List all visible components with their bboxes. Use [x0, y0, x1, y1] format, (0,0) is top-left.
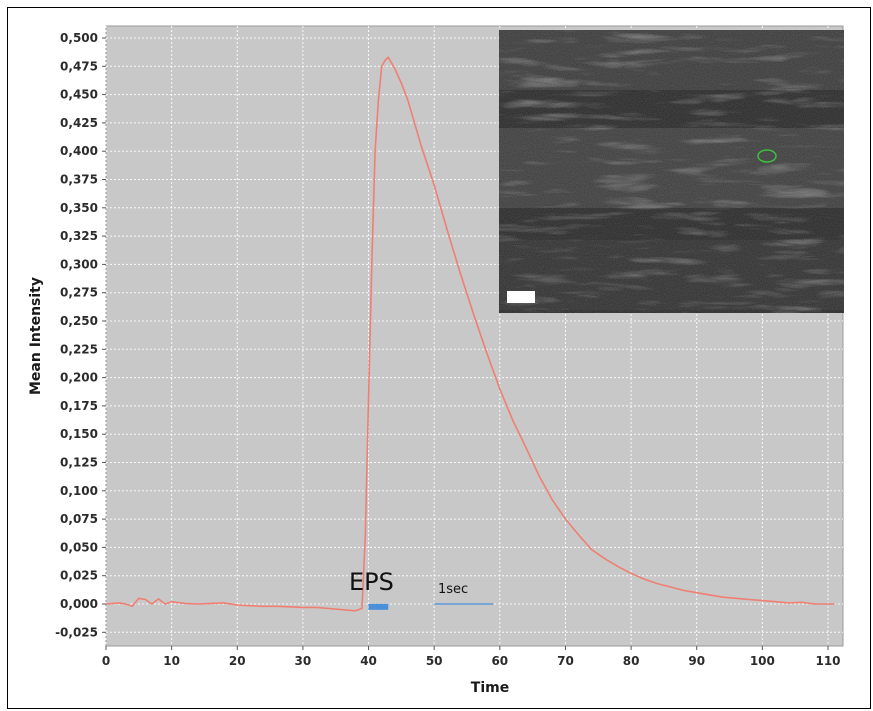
inset-microscopy-image — [499, 30, 844, 313]
inset-roi-marker — [757, 149, 777, 163]
y-tick-label: 0,025 — [60, 569, 98, 583]
x-tick-label: 10 — [163, 654, 180, 668]
axes: -0,025 0,000 0,025 0,050 0,075 0,100 0,125 0,15… — [55, 31, 840, 668]
y-tick-label: 0,300 — [60, 257, 98, 271]
eps-stimulus-bar — [368, 603, 389, 610]
y-tick-label: 0,425 — [60, 116, 98, 130]
y-tick-label: 0,100 — [60, 484, 98, 498]
y-tick-label: 0,400 — [60, 144, 98, 158]
grid-lines — [105, 26, 843, 646]
inset-scale-bar — [507, 291, 535, 303]
x-tick-label: 110 — [815, 654, 840, 668]
inset-grain — [499, 30, 844, 313]
y-tick-label: 0,200 — [60, 371, 98, 385]
series-line-mean-intensity — [106, 56, 835, 612]
annotations — [368, 603, 494, 610]
x-tick-label: 60 — [491, 654, 508, 668]
y-tick-label: 0,500 — [60, 31, 98, 45]
y-tick-label: 0,150 — [60, 427, 98, 441]
y-tick-label: 0,350 — [60, 201, 98, 215]
y-tick-label: 0,275 — [60, 286, 98, 300]
x-axis-title: Time — [471, 680, 509, 696]
y-tick-label: 0,225 — [60, 342, 98, 356]
y-tick-label: -0,025 — [55, 625, 98, 639]
eps-label: EPS — [349, 568, 394, 596]
y-axis-title: Mean Intensity — [28, 277, 44, 395]
x-tick-label: 70 — [557, 654, 574, 668]
y-tick-label: 0,050 — [60, 540, 98, 554]
x-tick-label: 20 — [229, 654, 246, 668]
y-tick-label: 0,375 — [60, 173, 98, 187]
x-tick-label: 30 — [295, 654, 312, 668]
y-tick-label: 0,125 — [60, 456, 98, 470]
y-tick-label: 0,075 — [60, 512, 98, 526]
y-tick-label: 0,325 — [60, 229, 98, 243]
y-tick-label: 0,450 — [60, 88, 98, 102]
series-layer — [106, 56, 835, 612]
y-tick-label: 0,000 — [60, 597, 98, 611]
scale-label: 1sec — [438, 582, 468, 597]
y-tick-label: 0,250 — [60, 314, 98, 328]
y-tick-label: 0,175 — [60, 399, 98, 413]
x-tick-label: 90 — [688, 654, 705, 668]
x-tick-label: 0 — [102, 654, 110, 668]
x-tick-label: 100 — [750, 654, 775, 668]
y-tick-label: 0,475 — [60, 59, 98, 73]
x-tick-label: 40 — [360, 654, 377, 668]
x-tick-label: 50 — [426, 654, 443, 668]
x-tick-label: 80 — [623, 654, 640, 668]
